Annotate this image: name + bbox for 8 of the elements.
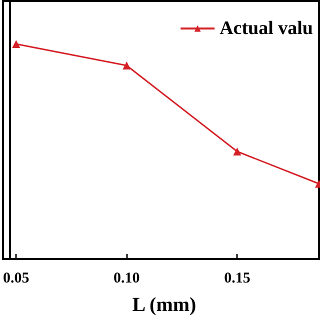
x-tick-label: 0.10: [114, 270, 140, 286]
legend-label: Actual valu: [220, 18, 314, 39]
point: [233, 148, 242, 156]
x-tick-label: 0.05: [3, 270, 30, 286]
x-tick-label: 0.15: [224, 270, 250, 286]
x-axis-title: L (mm): [132, 294, 196, 316]
point: [12, 40, 20, 48]
point: [122, 62, 131, 70]
